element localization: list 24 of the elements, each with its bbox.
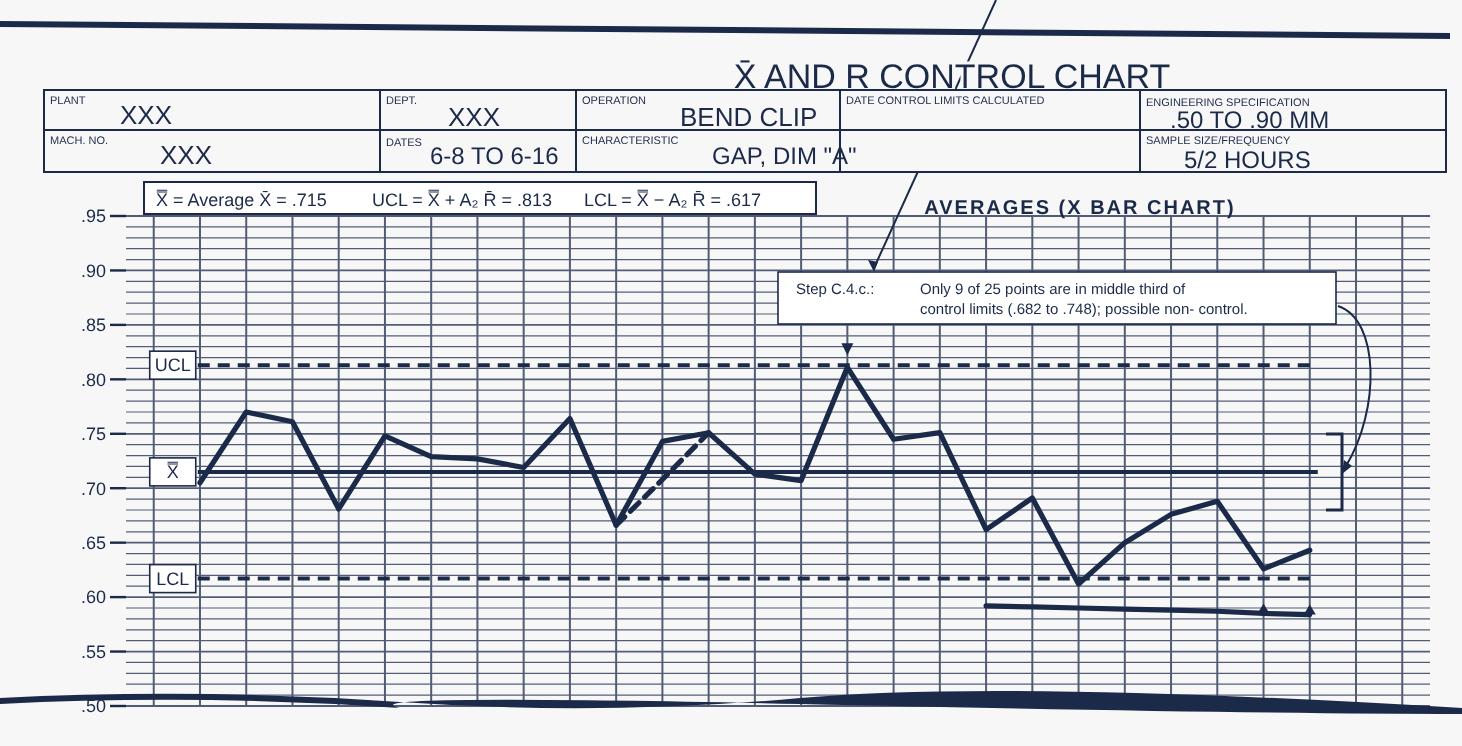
y-tick-label: .70	[80, 478, 106, 499]
text: BEND CLIP	[680, 102, 818, 132]
y-tick-label: .65	[80, 532, 106, 553]
y-tick-label: .55	[80, 641, 106, 662]
chart-subtitle: AVERAGES (X BAR CHART)	[924, 198, 1236, 220]
text: LCL = X̿ − A₂ R̄ = .617	[584, 188, 761, 210]
text: 6-8 TO 6-16	[430, 142, 560, 170]
y-tick-label: .75	[80, 424, 106, 445]
ref-line-label: UCL	[154, 355, 191, 376]
text: X̿ = Average X̄ = .715	[155, 188, 327, 210]
y-tick-label: .85	[80, 315, 106, 336]
text: XXX	[120, 100, 173, 130]
text: 5/2 HOURS	[1184, 146, 1311, 174]
y-tick-label: .80	[80, 369, 106, 390]
y-tick-label: .50	[80, 696, 106, 717]
text: .50 TO .90 MM	[1170, 106, 1330, 134]
y-tick-label: .95	[80, 206, 106, 227]
y-tick-label: .60	[80, 587, 106, 608]
text: XXX	[448, 102, 501, 132]
text: UCL = X̿ + A₂ R̄ = .813	[372, 188, 552, 210]
y-tick-label: .90	[80, 260, 106, 281]
text: XXX	[160, 140, 213, 170]
ref-line-label: X̿	[166, 460, 179, 483]
ref-line-label: LCL	[156, 568, 190, 589]
